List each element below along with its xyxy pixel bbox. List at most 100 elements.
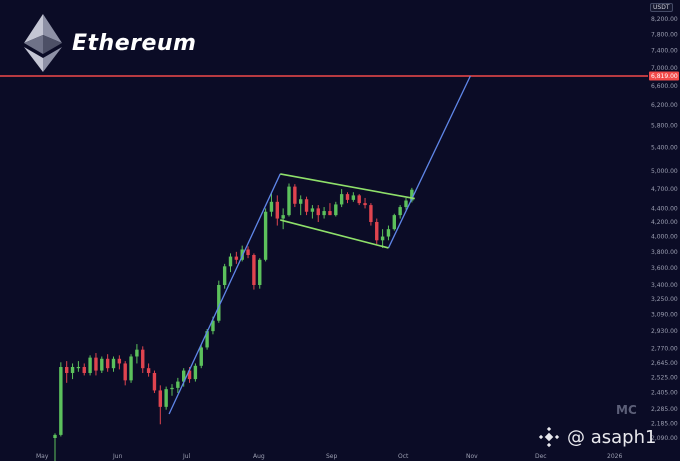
candle-body (187, 370, 192, 380)
y-tick-label: 2,405.00 (651, 389, 678, 396)
y-tick-label: 4,000.00 (651, 234, 678, 241)
candle-body (141, 349, 145, 369)
y-tick-label: 3,250.00 (651, 296, 678, 303)
candle-body (59, 366, 63, 435)
x-tick-label: Sep (326, 453, 338, 460)
candle-body (392, 215, 396, 230)
candle-body (117, 358, 122, 364)
x-tick-label: Nov (466, 453, 478, 460)
x-tick-label: Aug (253, 453, 265, 460)
candle-body (211, 320, 215, 332)
candle-body (369, 205, 373, 222)
candle-body (281, 215, 285, 219)
candle-body (269, 201, 274, 212)
candle-body (82, 366, 86, 373)
candle-body (386, 229, 391, 237)
candle-body (357, 195, 361, 204)
resistance-label-box (649, 71, 679, 81)
candle-body (345, 194, 350, 200)
candle-body (299, 199, 303, 204)
candle-body (334, 204, 338, 216)
y-tick-label: 2,090.00 (651, 435, 678, 442)
x-axis-ticks: May Jun Jul Aug Sep Oct Nov Dec 2026 (36, 453, 622, 460)
currency-badge[interactable]: USDT (650, 3, 673, 12)
y-tick-label: 2,525.00 (651, 374, 678, 381)
candle-body (375, 222, 379, 241)
y-tick-label: 7,400.00 (651, 48, 678, 55)
candle-body (129, 356, 133, 381)
author-watermark: @ asaph1 (537, 425, 656, 449)
candle-body (146, 368, 151, 373)
candle-body (404, 200, 408, 208)
y-axis-ticks: 8,200.00 7,800.00 7,400.00 7,000.00 6,600.00… (651, 16, 678, 442)
y-tick-label: 2,770.00 (651, 346, 678, 353)
candle-body (170, 387, 174, 390)
candle-body (228, 256, 233, 267)
y-tick-label: 2,285.00 (651, 406, 678, 413)
candle-body (65, 366, 69, 373)
binance-logo-icon (538, 426, 560, 448)
candle-body (105, 358, 110, 369)
y-tick-label: 5,400.00 (651, 144, 678, 151)
y-tick-label: 4,200.00 (651, 219, 678, 226)
candle-body (263, 211, 268, 260)
candle-body (222, 266, 227, 285)
y-tick-label: 5,000.00 (651, 168, 678, 175)
mc-logo: MC (616, 403, 637, 417)
candle-body (293, 186, 297, 204)
mc-logo-text: MC (616, 403, 637, 417)
candle-body (380, 236, 385, 241)
candle-body (158, 390, 162, 407)
resistance-label: 6,819.00 (649, 71, 679, 81)
candle-body (53, 434, 57, 438)
candle-body (316, 208, 320, 216)
x-tick-label: 2026 (607, 453, 622, 460)
candle-body (111, 358, 116, 369)
drawings (0, 75, 648, 415)
candles (53, 183, 414, 461)
y-tick-label: 4,400.00 (651, 205, 678, 212)
candle-body (310, 208, 315, 212)
candle-body (328, 211, 332, 216)
trendline-left (168, 173, 281, 415)
y-tick-label: 8,200.00 (651, 16, 678, 23)
trendline-right (387, 75, 471, 249)
candle-body (88, 357, 92, 373)
resistance-label-text: 6,819.00 (651, 73, 678, 80)
candle-body (322, 211, 326, 216)
y-tick-label: 3,800.00 (651, 249, 678, 256)
candle-body (234, 256, 239, 260)
y-tick-label: 4,700.00 (651, 186, 678, 193)
candle-body (304, 199, 309, 212)
candle-body (363, 203, 367, 206)
candle-body (100, 358, 104, 371)
y-tick-label: 5,800.00 (651, 123, 678, 130)
x-tick-label: Jul (182, 453, 191, 460)
candle-body (287, 186, 291, 216)
candle-body (70, 366, 75, 373)
candle-body (152, 372, 157, 391)
candle-body (135, 349, 139, 357)
y-tick-label: 2,930.00 (651, 328, 678, 335)
y-tick-label: 7,800.00 (651, 31, 678, 38)
candle-body (193, 365, 198, 380)
candle-body (246, 249, 250, 255)
x-tick-label: Jun (112, 453, 123, 460)
candle-body (339, 194, 344, 205)
candle-body (217, 285, 221, 321)
candle-body (205, 331, 209, 348)
candle-body (252, 254, 256, 285)
candle-body (258, 259, 262, 285)
chart-title: Ethereum (72, 30, 197, 56)
y-tick-label: 7,000.00 (651, 65, 678, 72)
y-tick-label: 3,600.00 (651, 265, 678, 272)
candle-body (275, 201, 279, 219)
candle-body (398, 207, 402, 216)
candle-body (94, 357, 98, 371)
channel-lower (280, 219, 389, 249)
candle-body (199, 347, 203, 366)
y-tick-label: 3,400.00 (651, 282, 678, 289)
candle-body (182, 370, 186, 382)
candle-body (164, 389, 168, 407)
